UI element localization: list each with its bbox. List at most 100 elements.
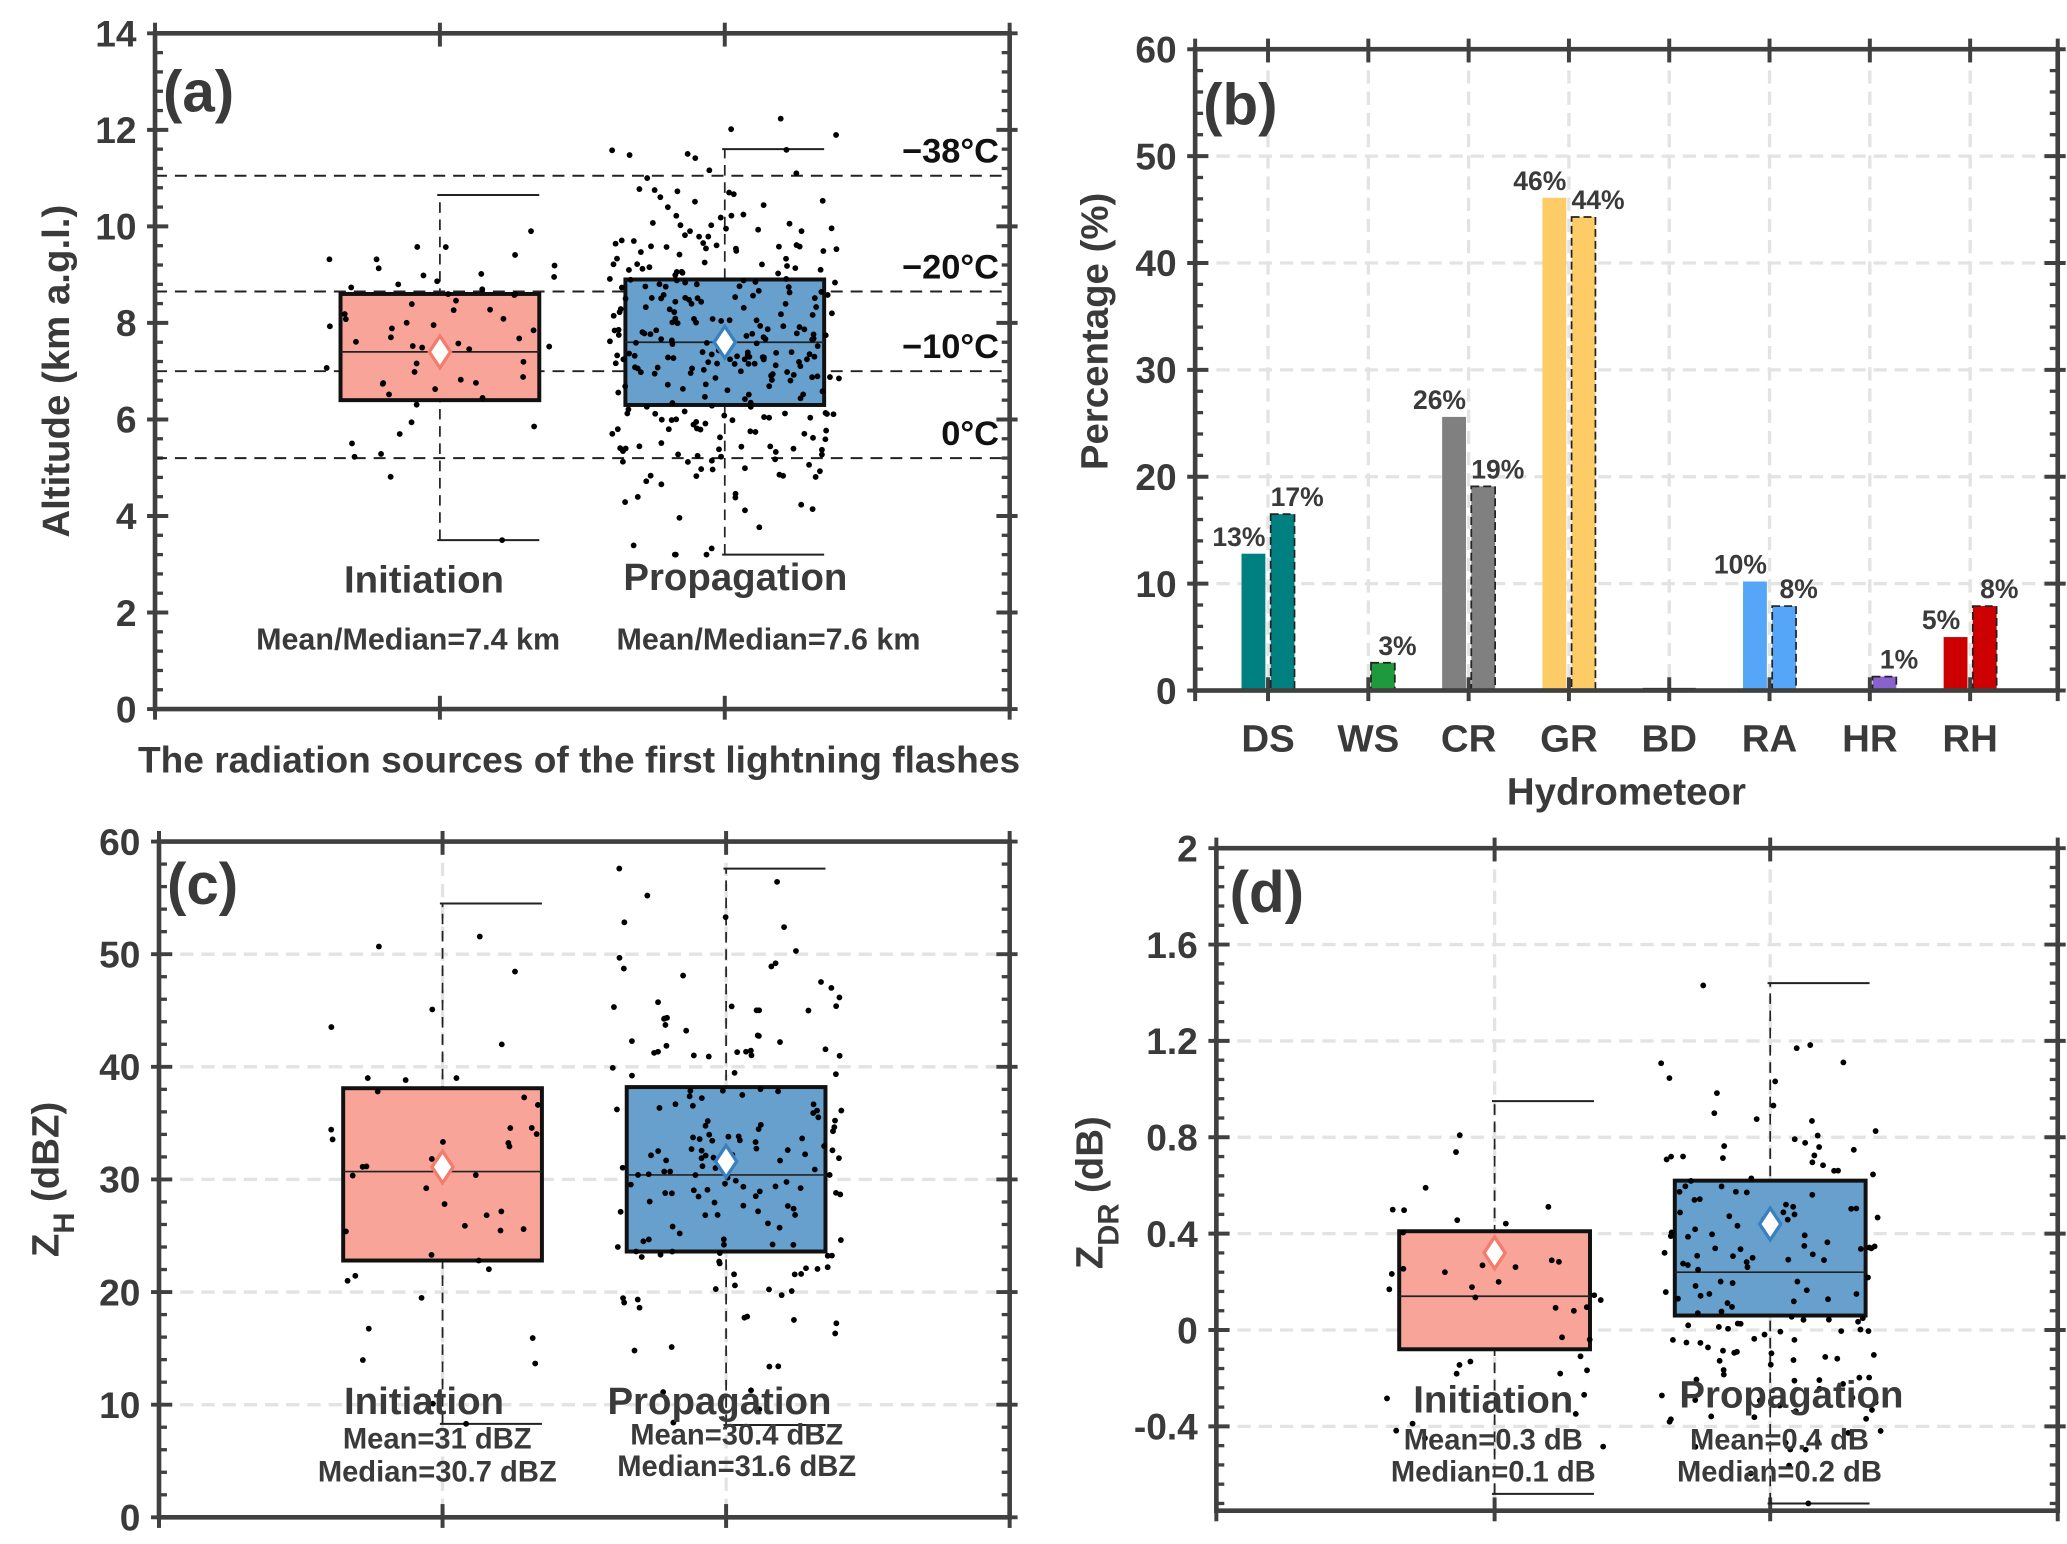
data-point — [466, 346, 473, 353]
data-point — [1716, 1357, 1723, 1364]
data-point — [736, 283, 743, 290]
data-point — [507, 1125, 514, 1131]
data-point — [658, 440, 665, 446]
x-tick-label: RA — [1742, 717, 1797, 760]
data-point — [753, 317, 760, 324]
data-point — [790, 1241, 797, 1248]
data-point — [1421, 1435, 1428, 1442]
data-point — [1868, 1245, 1875, 1252]
data-point — [617, 445, 624, 452]
data-point — [1696, 1196, 1703, 1203]
data-point — [1479, 1262, 1486, 1269]
data-point — [1705, 1344, 1711, 1351]
data-point — [614, 352, 621, 359]
group-stat: Mean=30.4 dBZ — [630, 1419, 843, 1451]
data-point — [373, 256, 380, 263]
data-point — [663, 1042, 670, 1049]
data-point — [1870, 1352, 1877, 1358]
data-point — [702, 420, 709, 427]
data-point — [607, 338, 613, 345]
data-point — [1863, 1415, 1870, 1422]
data-point — [1865, 1274, 1871, 1281]
data-point — [690, 1187, 697, 1194]
data-point — [755, 287, 762, 294]
data-point — [614, 255, 620, 262]
bar-data-label: 13% — [1212, 522, 1265, 552]
data-point — [753, 340, 760, 347]
bar-propagation — [1470, 485, 1496, 692]
data-point — [735, 1133, 742, 1140]
data-point — [673, 212, 680, 219]
data-point — [732, 294, 739, 300]
data-point — [732, 490, 739, 497]
data-point — [663, 244, 670, 250]
isotherm-label: −20°C — [902, 248, 999, 286]
data-point — [827, 374, 833, 380]
data-point — [1662, 1289, 1669, 1295]
data-point — [648, 1152, 654, 1159]
data-point — [1692, 1282, 1699, 1289]
data-point — [796, 359, 802, 365]
data-point — [745, 391, 752, 398]
data-point — [429, 1006, 436, 1013]
data-point — [1693, 1376, 1700, 1383]
y-tick-label: 40 — [1135, 242, 1176, 284]
data-point — [756, 1007, 763, 1014]
data-point — [1767, 1361, 1774, 1368]
x-axis-label: Hydrometeor — [1507, 770, 1746, 813]
data-point — [636, 443, 643, 450]
data-point — [445, 291, 452, 297]
data-point — [626, 152, 633, 159]
data-point — [783, 1179, 790, 1185]
data-point — [669, 1248, 676, 1255]
data-point — [487, 306, 493, 313]
data-point — [1691, 1196, 1698, 1203]
data-point — [721, 412, 728, 419]
data-point — [752, 1193, 759, 1200]
data-point — [699, 1163, 706, 1170]
data-point — [1838, 1328, 1845, 1335]
data-point — [829, 1252, 835, 1259]
data-point — [784, 263, 790, 269]
data-point — [1872, 1128, 1879, 1134]
bar-propagation — [1771, 605, 1797, 692]
data-point — [788, 1288, 795, 1294]
data-point — [814, 343, 821, 349]
y-tick-label: 10 — [1135, 563, 1176, 605]
data-point — [1857, 1326, 1864, 1333]
data-point — [455, 340, 462, 347]
data-point — [365, 1325, 372, 1332]
data-point — [691, 316, 697, 322]
data-point — [645, 1236, 652, 1243]
data-point — [830, 411, 837, 418]
data-point — [752, 1139, 759, 1145]
y-tick-label: 14 — [95, 13, 137, 55]
data-point — [652, 410, 659, 417]
data-point — [1749, 1254, 1756, 1261]
data-point — [705, 1053, 712, 1060]
bar-data-label: 3% — [1378, 631, 1416, 661]
x-tick-label: GR — [1540, 717, 1598, 760]
group-stat: Mean=0.3 dB — [1404, 1425, 1583, 1457]
bar-propagation — [1971, 605, 1998, 692]
data-point — [809, 506, 816, 513]
data-point — [786, 289, 793, 296]
data-point — [626, 350, 633, 357]
data-point — [714, 360, 720, 367]
data-point — [630, 238, 637, 244]
data-point — [1685, 1322, 1692, 1329]
axes-frame — [156, 839, 1012, 1520]
data-point — [755, 226, 762, 233]
data-point — [642, 304, 649, 311]
data-point — [698, 1095, 705, 1102]
data-point — [727, 356, 733, 363]
data-point — [423, 1185, 430, 1192]
data-point — [767, 443, 774, 450]
data-point — [1840, 1059, 1847, 1066]
data-point — [396, 431, 403, 437]
data-point — [753, 1145, 760, 1152]
bar-initiation — [1943, 637, 1968, 691]
panel-b: 0 10 20 30 40 50 60 DS 13%17% WS 3% CR 26% 19% GR 46%44… — [1074, 28, 2066, 813]
data-point — [664, 1014, 670, 1021]
data-point — [790, 1205, 797, 1212]
